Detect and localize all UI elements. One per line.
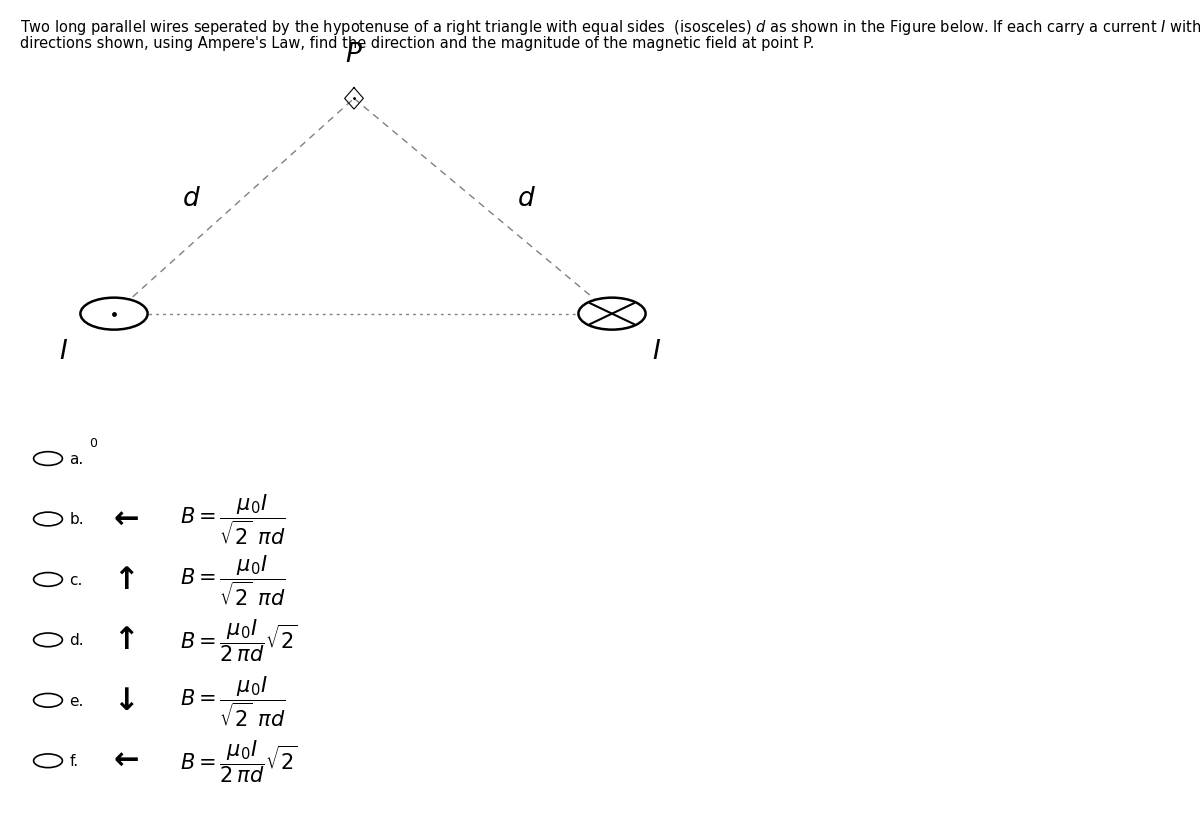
Text: $I$: $I$ <box>59 338 68 365</box>
Text: ←: ← <box>113 746 139 776</box>
Text: e.: e. <box>70 693 84 708</box>
Text: d.: d. <box>70 633 84 648</box>
Text: b.: b. <box>70 512 84 527</box>
Ellipse shape <box>578 299 646 330</box>
Text: f.: f. <box>70 753 79 768</box>
Text: ←: ← <box>113 504 139 534</box>
Text: directions shown, using Ampere's Law, find the direction and the magnitude of th: directions shown, using Ampere's Law, fi… <box>20 36 815 51</box>
Text: $B = \dfrac{\mu_0 I}{2\,\pi d}\sqrt{2}$: $B = \dfrac{\mu_0 I}{2\,\pi d}\sqrt{2}$ <box>180 738 298 784</box>
Text: $B = \dfrac{\mu_0 I}{\sqrt{2}\ \pi d}$: $B = \dfrac{\mu_0 I}{\sqrt{2}\ \pi d}$ <box>180 492 286 547</box>
Ellipse shape <box>80 299 148 330</box>
Text: $d$: $d$ <box>517 185 535 212</box>
Text: $P$: $P$ <box>346 42 362 68</box>
Text: $d$: $d$ <box>181 185 200 212</box>
Text: ↓: ↓ <box>113 686 139 715</box>
Text: $B = \dfrac{\mu_0 I}{\sqrt{2}\ \pi d}$: $B = \dfrac{\mu_0 I}{\sqrt{2}\ \pi d}$ <box>180 552 286 607</box>
Text: ↑: ↑ <box>113 625 139 655</box>
Text: $I$: $I$ <box>652 338 661 365</box>
Text: Two long parallel wires seperated by the hypotenuse of a right triangle with equ: Two long parallel wires seperated by the… <box>20 18 1200 37</box>
Text: $0$: $0$ <box>89 436 98 449</box>
Text: $B = \dfrac{\mu_0 I}{\sqrt{2}\ \pi d}$: $B = \dfrac{\mu_0 I}{\sqrt{2}\ \pi d}$ <box>180 673 286 728</box>
Text: $B = \dfrac{\mu_0 I}{2\,\pi d}\sqrt{2}$: $B = \dfrac{\mu_0 I}{2\,\pi d}\sqrt{2}$ <box>180 617 298 663</box>
Text: a.: a. <box>70 452 84 466</box>
Text: c.: c. <box>70 572 83 587</box>
Text: ↑: ↑ <box>113 565 139 595</box>
